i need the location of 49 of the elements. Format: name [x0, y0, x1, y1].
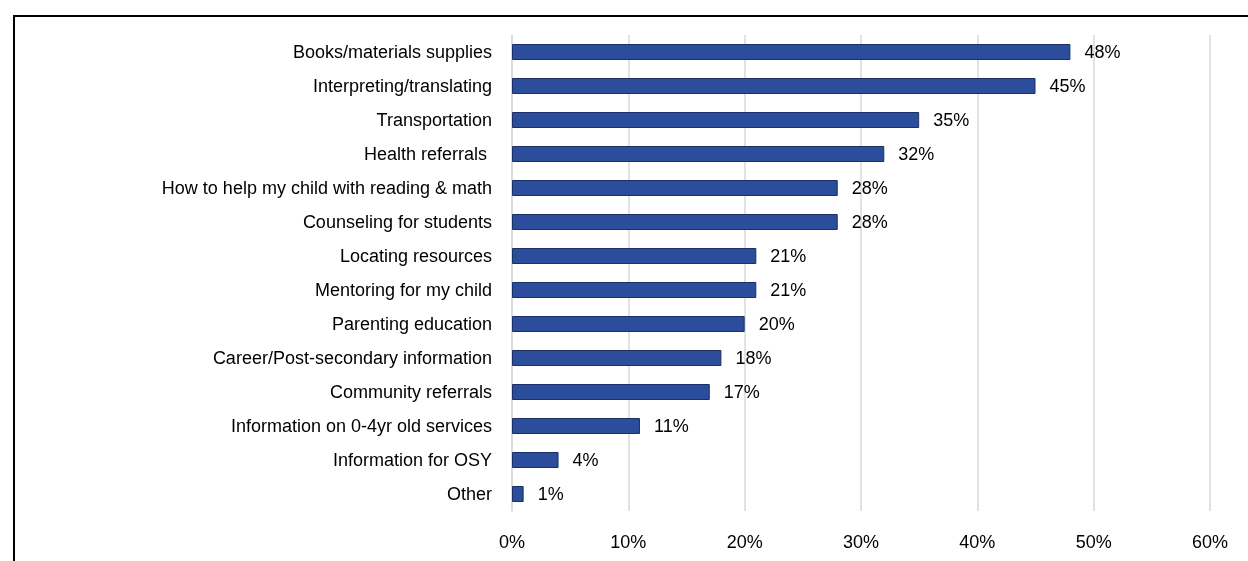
x-tick-label: 30% — [842, 532, 880, 552]
bar — [512, 214, 838, 230]
bar — [512, 418, 640, 434]
bar — [512, 78, 1036, 94]
data-label: 32% — [898, 144, 935, 164]
y-tick-label: Community referrals — [329, 382, 492, 402]
y-tick-label: Counseling for students — [302, 212, 492, 232]
bar — [512, 180, 838, 196]
bar — [512, 44, 1071, 60]
x-tick-label: 10% — [610, 532, 647, 552]
data-label: 28% — [851, 178, 888, 198]
bar — [512, 452, 559, 468]
data-label: 45% — [1049, 76, 1086, 96]
data-label: 48% — [1084, 42, 1121, 62]
data-label: 4% — [572, 450, 599, 470]
data-label: 35% — [933, 110, 970, 130]
bar — [512, 316, 745, 332]
bar — [512, 112, 920, 128]
y-tick-label: Transportation — [376, 110, 492, 130]
bar — [512, 282, 757, 298]
y-tick-label: Information for OSY — [332, 450, 492, 470]
y-tick-label: Career/Post-secondary information — [212, 348, 492, 368]
data-label: 17% — [723, 382, 760, 402]
y-tick-label: Health referrals — [363, 144, 492, 164]
y-tick-label: Locating resources — [339, 246, 492, 266]
data-label: 21% — [770, 280, 807, 300]
bar — [512, 384, 710, 400]
y-tick-label: Parenting education — [331, 314, 492, 334]
data-label: 1% — [537, 484, 564, 504]
y-tick-label: Information on 0-4yr old services — [230, 416, 492, 436]
y-tick-label: Other — [446, 484, 492, 504]
y-tick-label: How to help my child with reading & math — [161, 178, 492, 198]
bar — [512, 248, 757, 264]
x-tick-label: 40% — [959, 532, 996, 552]
y-tick-label: Interpreting/translating — [312, 76, 492, 96]
data-label: 21% — [770, 246, 807, 266]
bar — [512, 486, 524, 502]
data-label: 28% — [851, 212, 888, 232]
x-tick-label: 20% — [726, 532, 763, 552]
x-tick-label: 60% — [1191, 532, 1229, 552]
data-label: 18% — [735, 348, 772, 368]
data-label: 11% — [653, 416, 689, 436]
x-tick-label: 0% — [498, 532, 526, 552]
y-tick-label: Mentoring for my child — [314, 280, 492, 300]
bar — [512, 350, 722, 366]
data-label: 20% — [758, 314, 795, 334]
bar — [512, 146, 885, 162]
y-tick-label: Books/materials supplies — [292, 42, 492, 62]
x-tick-label: 50% — [1075, 532, 1112, 552]
